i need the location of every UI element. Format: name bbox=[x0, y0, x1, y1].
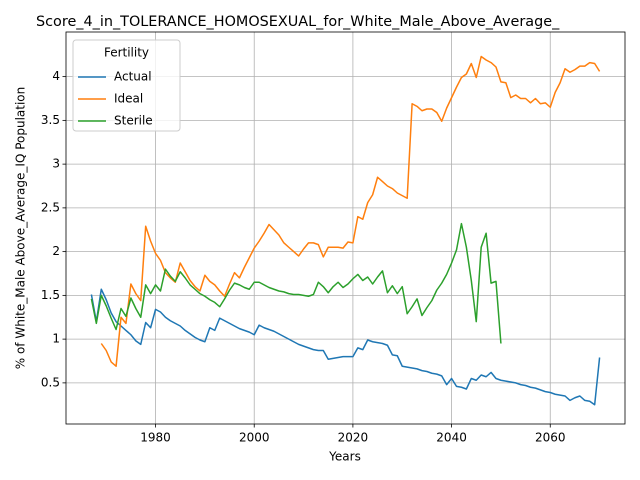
x-axis-label: Years bbox=[328, 450, 361, 464]
legend-box bbox=[72, 39, 181, 132]
data-line bbox=[90, 222, 502, 344]
y-axis-label: % of White_Male Above_Average_IQ Populat… bbox=[14, 87, 28, 370]
legend-label: Ideal bbox=[114, 92, 143, 106]
x-tick-label: 2040 bbox=[436, 431, 467, 445]
legend-label: Actual bbox=[114, 70, 152, 84]
x-tick-label: 1980 bbox=[140, 431, 171, 445]
data-line bbox=[90, 288, 601, 406]
x-tick-label: 2060 bbox=[535, 431, 566, 445]
y-tick-label: 2 bbox=[52, 244, 60, 258]
y-tick-label: 2.5 bbox=[41, 200, 60, 214]
x-tick-label: 2000 bbox=[239, 431, 270, 445]
y-tick-label: 3 bbox=[52, 157, 60, 171]
y-tick-label: 1.5 bbox=[41, 288, 60, 302]
data-line bbox=[100, 55, 601, 367]
legend-title: Fertility bbox=[104, 46, 149, 60]
y-tick-label: 0.5 bbox=[41, 375, 60, 389]
legend-label: Sterile bbox=[114, 114, 153, 128]
y-tick-label: 3.5 bbox=[41, 113, 60, 127]
x-tick-label: 2020 bbox=[338, 431, 369, 445]
chart-title: Score_4_in_TOLERANCE_HOMOSEXUAL_for_Whit… bbox=[36, 14, 560, 30]
y-tick-label: 4 bbox=[52, 69, 60, 83]
axes-frame bbox=[65, 31, 626, 425]
y-tick-label: 1 bbox=[52, 332, 60, 346]
